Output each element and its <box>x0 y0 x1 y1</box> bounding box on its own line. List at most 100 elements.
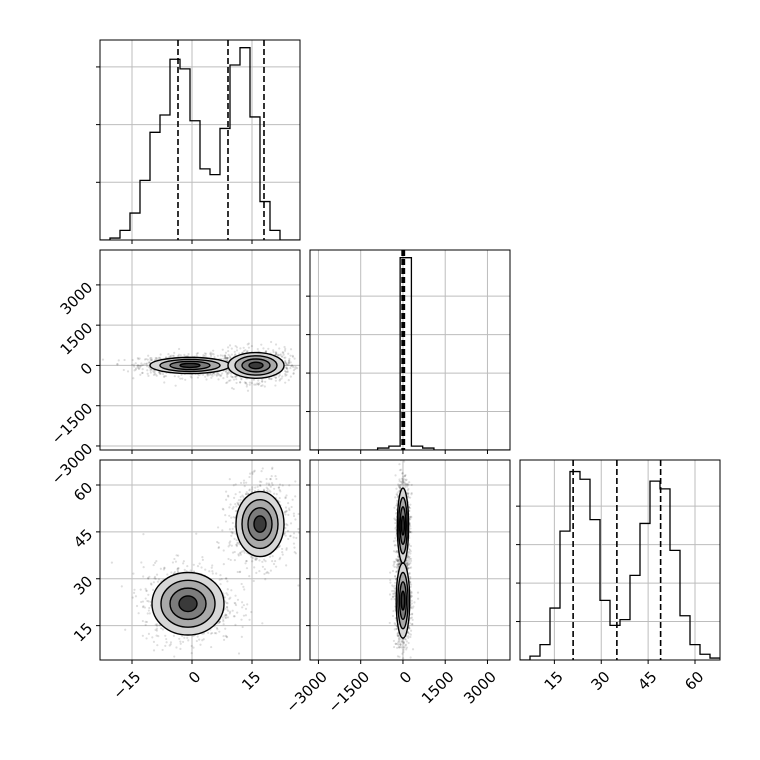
sample-point <box>291 365 294 368</box>
sample-point <box>294 367 297 370</box>
sample-point <box>140 600 143 604</box>
sample-point <box>271 467 274 470</box>
sample-point <box>292 542 296 545</box>
sample-point <box>283 349 287 352</box>
sample-point <box>149 600 152 604</box>
sample-point <box>285 547 288 550</box>
sample-point <box>232 615 236 618</box>
sample-point <box>219 374 222 378</box>
sample-point <box>278 496 281 500</box>
sample-point <box>284 347 287 350</box>
sample-point <box>225 372 229 375</box>
sample-point <box>274 343 278 346</box>
sample-point <box>133 588 136 591</box>
sample-point <box>407 492 410 496</box>
sample-point <box>400 483 403 486</box>
sample-point <box>222 634 225 638</box>
sample-point <box>224 490 228 493</box>
sample-point <box>153 561 157 565</box>
sample-point <box>211 352 214 355</box>
sample-point <box>243 588 246 591</box>
sample-point <box>221 529 224 532</box>
sample-point <box>250 381 253 385</box>
sample-point <box>275 353 278 356</box>
sample-point <box>254 486 257 489</box>
sample-point <box>171 561 175 564</box>
sample-point <box>406 483 409 487</box>
sample-point <box>391 596 394 599</box>
sample-point <box>260 480 263 483</box>
sample-point <box>229 379 232 382</box>
sample-point <box>224 513 227 517</box>
sample-point <box>409 576 412 579</box>
sample-point <box>225 616 228 619</box>
sample-point <box>307 558 309 560</box>
sample-point <box>277 353 280 356</box>
sample-point <box>285 523 288 526</box>
sample-point <box>226 608 229 611</box>
sample-point <box>233 350 236 353</box>
sample-point <box>225 498 228 501</box>
sample-point <box>209 352 212 355</box>
sample-point <box>263 572 266 576</box>
sample-point <box>304 511 306 513</box>
sample-point <box>284 513 287 516</box>
sample-point <box>218 578 221 581</box>
sample-point <box>239 347 242 350</box>
sample-point <box>245 560 248 563</box>
sample-point <box>144 597 147 600</box>
sample-point <box>279 556 282 559</box>
sample-point <box>397 563 401 566</box>
sample-point <box>273 492 276 495</box>
sample-point <box>199 643 202 646</box>
sample-point <box>265 486 268 489</box>
sample-point <box>278 545 281 548</box>
sample-point <box>176 354 180 358</box>
sample-point <box>284 359 287 362</box>
sample-point <box>206 373 209 376</box>
sample-point <box>247 342 250 345</box>
sample-point <box>303 367 305 369</box>
sample-point <box>237 541 240 544</box>
sample-point <box>279 378 282 381</box>
sample-point <box>146 372 149 375</box>
sample-point <box>398 478 401 481</box>
sample-point <box>240 601 244 604</box>
sample-point <box>154 356 157 360</box>
sample-point <box>158 356 161 359</box>
sample-point <box>226 358 229 361</box>
sample-point <box>222 618 225 621</box>
sample-point <box>413 601 416 604</box>
sample-point <box>225 614 228 617</box>
sample-point <box>288 359 291 362</box>
sample-point <box>251 560 254 563</box>
sample-point <box>150 358 153 362</box>
sample-point <box>255 571 258 574</box>
sample-point <box>147 361 150 364</box>
sample-point <box>397 485 401 488</box>
sample-point <box>404 479 407 482</box>
sample-point <box>228 478 231 481</box>
sample-point <box>400 481 404 484</box>
sample-point <box>292 536 295 539</box>
sample-point <box>207 631 210 634</box>
sample-point <box>392 585 395 588</box>
sample-point <box>234 483 237 486</box>
sample-point <box>287 537 290 541</box>
sample-point <box>284 496 287 500</box>
sample-point <box>245 481 248 484</box>
sample-point <box>239 381 242 384</box>
sample-point <box>280 547 284 551</box>
sample-point <box>223 354 227 358</box>
sample-point <box>289 361 292 364</box>
sample-point <box>267 347 270 350</box>
sample-point <box>132 572 135 575</box>
sample-point <box>323 541 325 543</box>
sample-point <box>287 362 291 365</box>
sample-point <box>158 372 161 375</box>
sample-point <box>288 357 291 360</box>
sample-point <box>164 356 168 359</box>
sample-point <box>228 543 231 547</box>
sample-point <box>196 565 200 568</box>
sample-point <box>217 546 220 550</box>
